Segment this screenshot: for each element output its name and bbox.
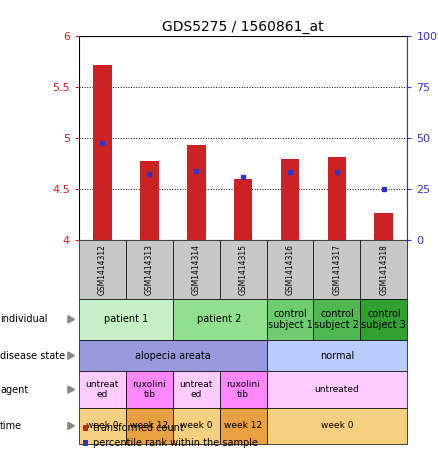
Text: GSM1414314: GSM1414314 xyxy=(192,244,201,295)
Text: week 0: week 0 xyxy=(86,421,119,430)
Text: patient 2: patient 2 xyxy=(198,314,242,324)
Bar xyxy=(328,156,346,240)
Bar xyxy=(374,212,393,240)
Bar xyxy=(281,159,300,240)
Bar xyxy=(187,145,205,240)
Text: ruxolini
tib: ruxolini tib xyxy=(226,380,260,399)
Text: untreated: untreated xyxy=(314,385,359,394)
Title: GDS5275 / 1560861_at: GDS5275 / 1560861_at xyxy=(162,20,324,34)
Text: week 0: week 0 xyxy=(321,421,353,430)
Text: alopecia areata: alopecia areata xyxy=(135,351,211,361)
Text: agent: agent xyxy=(0,385,28,395)
Bar xyxy=(234,179,252,240)
Text: GSM1414315: GSM1414315 xyxy=(239,244,247,295)
Text: control
subject 3: control subject 3 xyxy=(361,308,406,330)
Text: GSM1414316: GSM1414316 xyxy=(286,244,294,295)
Text: control
subject 1: control subject 1 xyxy=(268,308,312,330)
Text: patient 1: patient 1 xyxy=(104,314,148,324)
Text: week 12: week 12 xyxy=(130,421,168,430)
Text: time: time xyxy=(0,421,22,431)
Text: GSM1414312: GSM1414312 xyxy=(98,244,107,295)
Text: untreat
ed: untreat ed xyxy=(85,380,119,399)
Bar xyxy=(93,65,112,240)
Text: percentile rank within the sample: percentile rank within the sample xyxy=(93,438,258,448)
Text: ruxolini
tib: ruxolini tib xyxy=(132,380,166,399)
Text: GSM1414317: GSM1414317 xyxy=(332,244,342,295)
Text: disease state: disease state xyxy=(0,351,65,361)
Bar xyxy=(140,160,159,240)
Text: normal: normal xyxy=(320,351,354,361)
Text: untreat
ed: untreat ed xyxy=(180,380,213,399)
Text: GSM1414318: GSM1414318 xyxy=(379,244,389,295)
Text: week 0: week 0 xyxy=(180,421,212,430)
Text: individual: individual xyxy=(0,314,47,324)
Text: week 12: week 12 xyxy=(224,421,262,430)
Text: control
subject 2: control subject 2 xyxy=(314,308,360,330)
Text: transformed count: transformed count xyxy=(93,423,184,433)
Text: GSM1414313: GSM1414313 xyxy=(145,244,154,295)
